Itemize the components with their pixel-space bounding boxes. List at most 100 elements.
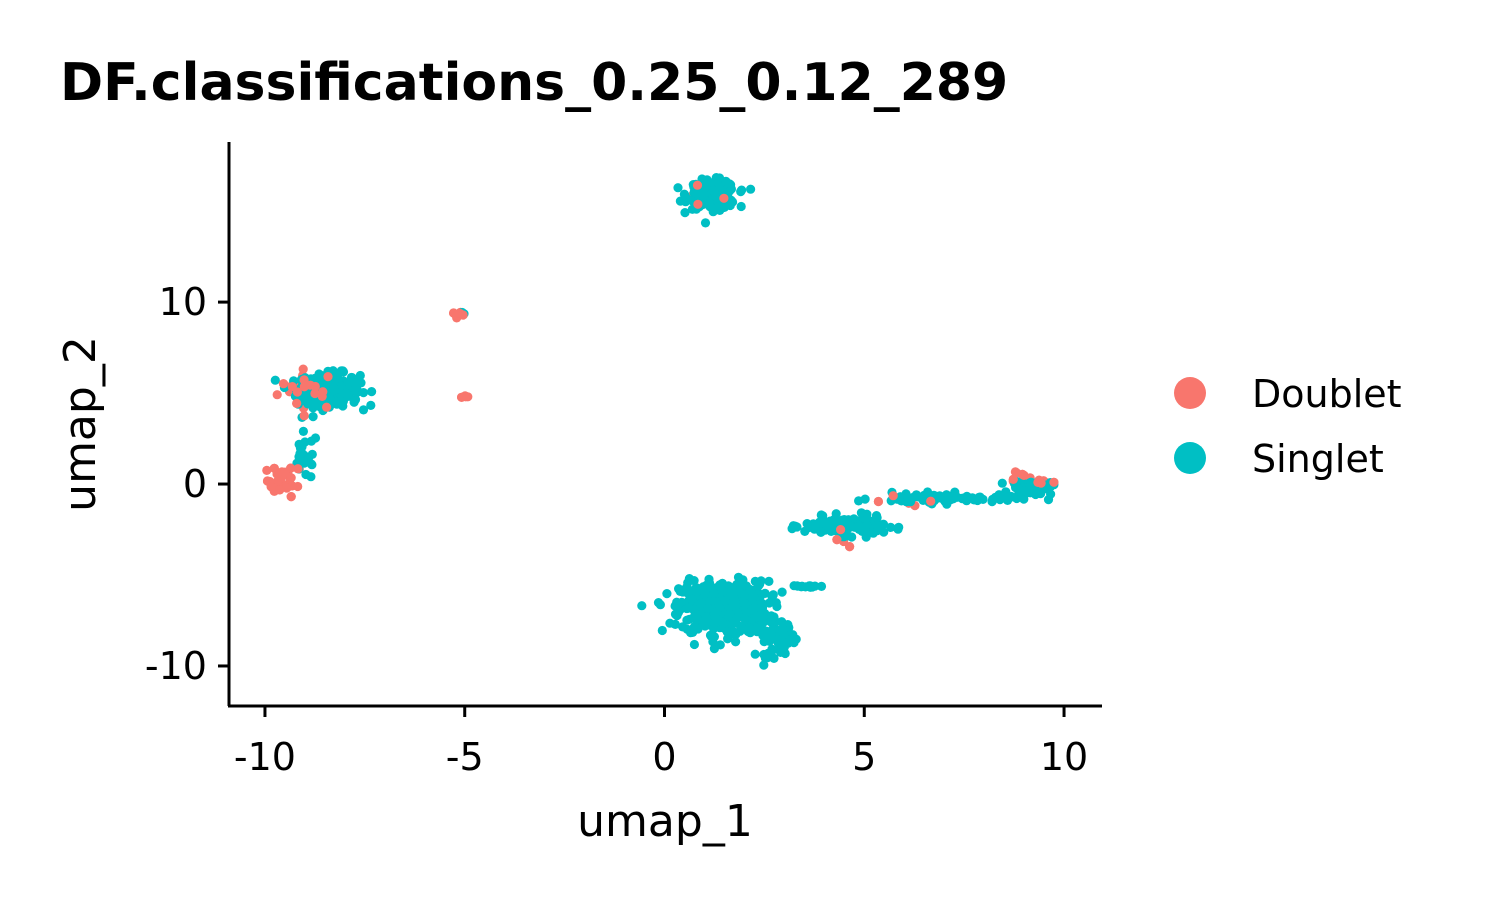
legend-swatch (1174, 442, 1206, 474)
point-singlet (764, 598, 774, 608)
point-singlet (988, 494, 998, 504)
point-doublet (286, 473, 296, 483)
point-singlet (708, 637, 718, 647)
point-singlet (1046, 489, 1056, 499)
point-singlet (725, 609, 735, 619)
legend-item-doublet: Doublet (1174, 372, 1402, 416)
chart-title: DF.classifications_0.25_0.12_289 (60, 53, 1008, 113)
point-singlet (872, 513, 882, 523)
x-tick-label: 10 (1040, 735, 1088, 779)
point-singlet (739, 598, 749, 608)
point-singlet (736, 201, 746, 212)
point-singlet (366, 400, 376, 410)
point-singlet (637, 601, 647, 611)
point-singlet (872, 526, 882, 536)
point-singlet (1001, 487, 1011, 497)
point-singlet (736, 187, 746, 197)
point-singlet (670, 609, 681, 619)
x-tick-label: 0 (652, 735, 676, 779)
point-singlet (767, 644, 777, 654)
point-doublet (262, 465, 272, 475)
point-singlet (852, 522, 863, 532)
point-singlet (777, 587, 787, 597)
point-singlet (683, 603, 693, 613)
point-singlet (680, 208, 690, 218)
point-singlet (856, 508, 867, 518)
point-singlet (675, 586, 685, 597)
point-singlet (709, 186, 719, 196)
point-singlet (731, 637, 741, 647)
point-singlet (700, 218, 711, 228)
point-doublet (693, 199, 703, 209)
point-singlet (701, 612, 711, 622)
x-tick-label: -5 (446, 735, 484, 779)
legend-item-singlet: Singlet (1174, 437, 1384, 481)
point-doublet (272, 390, 282, 400)
point-singlet (677, 597, 687, 607)
point-singlet (349, 397, 359, 407)
point-singlet (997, 478, 1007, 488)
point-singlet (308, 412, 318, 422)
point-singlet (733, 609, 744, 619)
point-singlet (653, 598, 664, 608)
point-doublet (1049, 477, 1059, 487)
y-tick-label: 0 (183, 462, 207, 506)
x-tick-label: -10 (234, 735, 296, 779)
point-singlet (816, 581, 827, 592)
point-singlet (759, 660, 769, 670)
point-singlet (816, 527, 826, 537)
point-singlet (908, 492, 918, 503)
point-singlet (657, 625, 667, 636)
point-doublet (298, 364, 308, 374)
point-singlet (1011, 483, 1021, 493)
point-singlet (923, 487, 933, 497)
point-doublet (299, 411, 309, 421)
point-singlet (709, 624, 719, 634)
series-doublet-overlay (262, 180, 1059, 552)
point-doublet (692, 180, 703, 190)
point-doublet (458, 310, 468, 320)
point-doublet (278, 379, 289, 389)
point-singlet (670, 601, 680, 611)
point-doublet (322, 402, 332, 412)
point-doublet (888, 491, 898, 501)
point-doublet (292, 398, 302, 408)
point-singlet (1024, 485, 1034, 495)
y-axis-label: umap_2 (55, 336, 106, 512)
point-doublet (273, 476, 283, 486)
point-doublet (1034, 475, 1044, 485)
point-singlet (769, 612, 779, 622)
point-singlet (712, 607, 722, 617)
point-singlet (270, 375, 280, 385)
point-singlet (355, 370, 365, 381)
point-singlet (728, 197, 738, 207)
point-singlet (760, 588, 770, 599)
point-singlet (768, 624, 778, 634)
point-singlet (854, 496, 864, 506)
x-axis-ticks: -10 -5 0 5 10 (234, 706, 1088, 779)
legend-label: Doublet (1252, 372, 1402, 416)
point-singlet (686, 628, 696, 638)
point-singlet (306, 472, 316, 482)
point-singlet (703, 603, 713, 614)
point-singlet (662, 589, 672, 599)
point-singlet (682, 582, 692, 592)
point-singlet (670, 619, 680, 630)
point-singlet (709, 588, 719, 599)
point-singlet (755, 603, 766, 613)
point-singlet (901, 497, 912, 507)
point-singlet (696, 598, 706, 608)
point-singlet (886, 522, 896, 533)
point-singlet (771, 598, 781, 608)
point-singlet (731, 629, 741, 639)
legend-swatch (1174, 377, 1206, 409)
point-singlet (1026, 477, 1036, 487)
point-doublet (457, 392, 467, 402)
point-singlet (746, 184, 756, 194)
point-singlet (351, 382, 362, 393)
point-singlet (760, 653, 771, 663)
point-doublet (317, 391, 327, 401)
point-doublet (719, 193, 729, 203)
point-singlet (687, 594, 697, 604)
